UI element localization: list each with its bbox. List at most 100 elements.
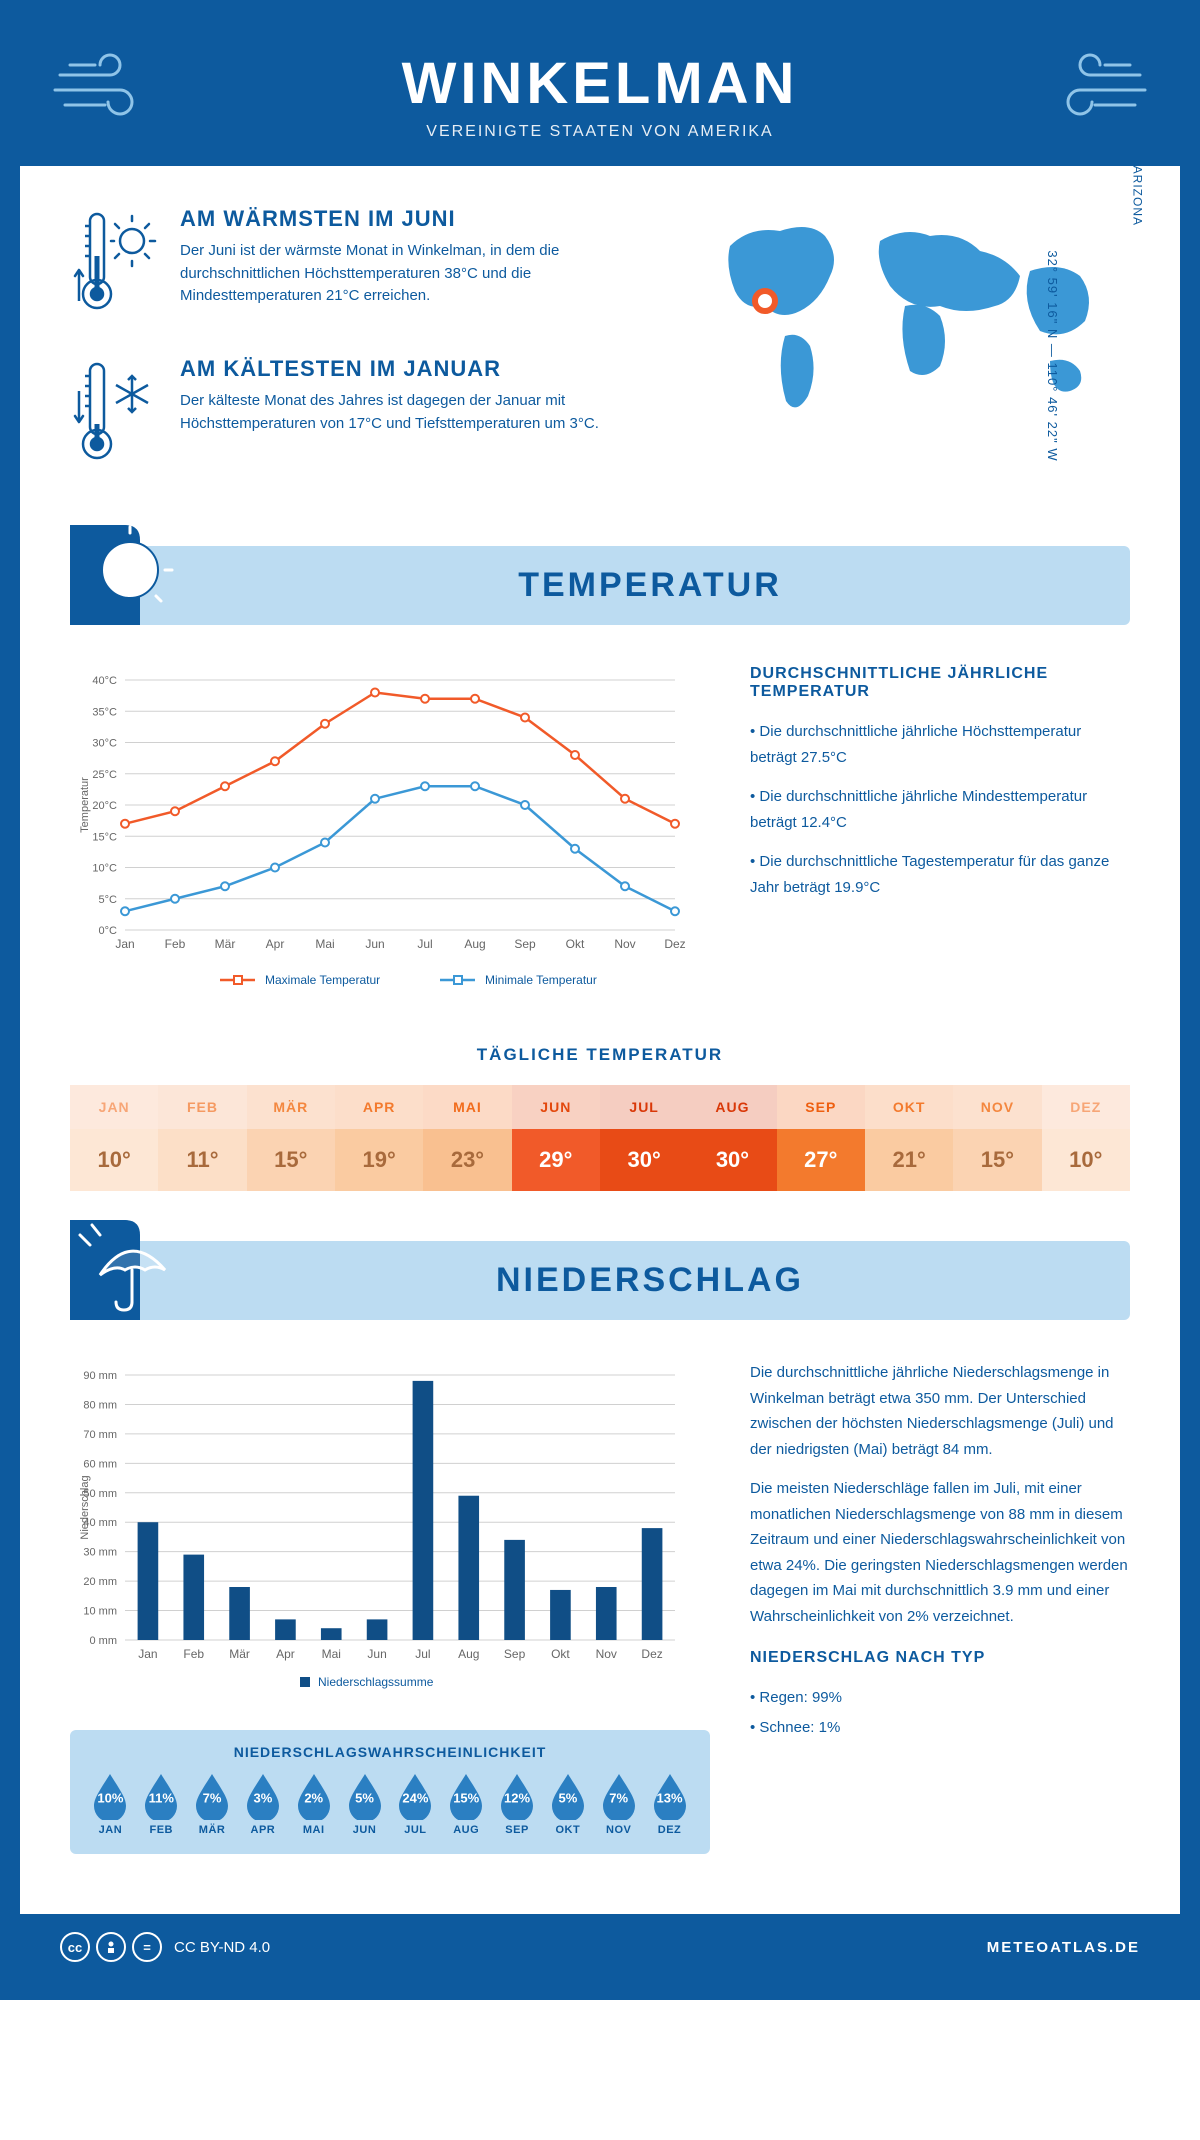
svg-text:Maximale Temperatur: Maximale Temperatur — [265, 973, 380, 987]
svg-text:70 mm: 70 mm — [83, 1429, 117, 1441]
daily-temp-title: TÄGLICHE TEMPERATUR — [70, 1045, 1130, 1065]
svg-text:10 mm: 10 mm — [83, 1606, 117, 1618]
svg-text:30°C: 30°C — [92, 738, 117, 750]
temp-bullet: • Die durchschnittliche jährliche Mindes… — [750, 784, 1130, 835]
svg-text:Jul: Jul — [415, 1647, 430, 1661]
temp-cell: SEP 27° — [777, 1085, 865, 1191]
temp-cell: APR 19° — [335, 1085, 423, 1191]
section-title: NIEDERSCHLAG — [200, 1261, 1100, 1300]
precipitation-banner: NIEDERSCHLAG — [70, 1241, 1130, 1320]
raindrop-icon: 12% — [497, 1772, 537, 1820]
svg-text:10°C: 10°C — [92, 863, 117, 875]
cold-title: AM KÄLTESTEN IM JANUAR — [180, 356, 650, 382]
svg-text:30 mm: 30 mm — [83, 1547, 117, 1559]
svg-text:0 mm: 0 mm — [90, 1635, 118, 1647]
raindrop-icon: 7% — [192, 1772, 232, 1820]
temp-bullet: • Die durchschnittliche Tagestemperatur … — [750, 849, 1130, 900]
wind-icon — [50, 50, 160, 130]
svg-text:20 mm: 20 mm — [83, 1576, 117, 1588]
raindrop-icon: 5% — [345, 1772, 385, 1820]
raindrop-icon: 11% — [141, 1772, 181, 1820]
page-header: WINKELMAN VEREINIGTE STAATEN VON AMERIKA — [20, 20, 1180, 166]
svg-text:Aug: Aug — [458, 1647, 479, 1661]
prob-cell: 7% MÄR — [190, 1772, 235, 1836]
cc-icons: cc = — [60, 1932, 162, 1962]
umbrella-icon — [70, 1220, 190, 1320]
prob-cell: 3% APR — [240, 1772, 285, 1836]
precip-para: Die durchschnittliche jährliche Niedersc… — [750, 1360, 1130, 1462]
svg-text:Feb: Feb — [165, 937, 186, 951]
prob-cell: 10% JAN — [88, 1772, 133, 1836]
cold-text: Der kälteste Monat des Jahres ist dagege… — [180, 390, 650, 435]
prob-cell: 5% JUN — [342, 1772, 387, 1836]
svg-text:80 mm: 80 mm — [83, 1399, 117, 1411]
svg-text:40°C: 40°C — [92, 675, 117, 687]
raindrop-icon: 10% — [90, 1772, 130, 1820]
prob-cell: 12% SEP — [495, 1772, 540, 1836]
precip-type-bullet: • Regen: 99% — [750, 1685, 1130, 1711]
warm-text: Der Juni ist der wärmste Monat in Winkel… — [180, 240, 650, 308]
svg-text:Dez: Dez — [664, 937, 685, 951]
temp-cell: NOV 15° — [953, 1085, 1041, 1191]
svg-text:90 mm: 90 mm — [83, 1370, 117, 1382]
svg-text:Jun: Jun — [367, 1647, 386, 1661]
precipitation-bar-chart: 0 mm10 mm20 mm30 mm40 mm50 mm60 mm70 mm8… — [70, 1360, 690, 1700]
temp-cell: MAI 23° — [423, 1085, 511, 1191]
daily-temp-grid: JAN 10° FEB 11° MÄR 15° APR 19° MAI 23° … — [70, 1085, 1130, 1191]
svg-text:Sep: Sep — [514, 937, 536, 951]
svg-text:Temperatur: Temperatur — [79, 777, 91, 833]
temp-cell: JUN 29° — [512, 1085, 600, 1191]
warm-fact: AM WÄRMSTEN IM JUNI Der Juni ist der wär… — [70, 206, 650, 321]
thermometer-sun-icon — [70, 206, 160, 316]
wind-icon — [1040, 50, 1150, 130]
cc-icon: cc — [60, 1932, 90, 1962]
nd-icon: = — [132, 1932, 162, 1962]
svg-text:Mai: Mai — [315, 937, 334, 951]
raindrop-icon: 7% — [599, 1772, 639, 1820]
svg-text:Mai: Mai — [322, 1647, 341, 1661]
prob-cell: 13% DEZ — [647, 1772, 692, 1836]
svg-text:Mär: Mär — [229, 1647, 250, 1661]
temperature-banner: TEMPERATUR — [70, 546, 1130, 625]
svg-text:25°C: 25°C — [92, 769, 117, 781]
raindrop-icon: 2% — [294, 1772, 334, 1820]
precip-type-title: NIEDERSCHLAG NACH TYP — [750, 1649, 1130, 1667]
raindrop-icon: 13% — [650, 1772, 690, 1820]
temp-cell: AUG 30° — [688, 1085, 776, 1191]
prob-cell: 7% NOV — [596, 1772, 641, 1836]
temp-cell: JUL 30° — [600, 1085, 688, 1191]
sun-icon — [70, 525, 190, 625]
thermometer-snow-icon — [70, 356, 160, 466]
raindrop-icon: 3% — [243, 1772, 283, 1820]
svg-text:Apr: Apr — [276, 1647, 295, 1661]
raindrop-icon: 5% — [548, 1772, 588, 1820]
svg-text:Minimale Temperatur: Minimale Temperatur — [485, 973, 597, 987]
svg-text:Niederschlagssumme: Niederschlagssumme — [318, 1675, 434, 1689]
svg-text:Apr: Apr — [266, 937, 285, 951]
world-map — [690, 206, 1130, 426]
cold-fact: AM KÄLTESTEN IM JANUAR Der kälteste Mona… — [70, 356, 650, 471]
raindrop-icon: 15% — [446, 1772, 486, 1820]
svg-text:60 mm: 60 mm — [83, 1458, 117, 1470]
prob-title: NIEDERSCHLAGSWAHRSCHEINLICHKEIT — [88, 1744, 692, 1760]
site-name: METEOATLAS.DE — [987, 1939, 1140, 1956]
raindrop-icon: 24% — [395, 1772, 435, 1820]
coordinates: 32° 59' 16" N — 110° 46' 22" W — [1045, 250, 1060, 461]
precipitation-probability-box: NIEDERSCHLAGSWAHRSCHEINLICHKEIT 10% JAN … — [70, 1730, 710, 1854]
svg-text:Nov: Nov — [596, 1647, 617, 1661]
temperature-line-chart: 0°C5°C10°C15°C20°C25°C30°C35°C40°CJanFeb… — [70, 665, 690, 1005]
section-title: TEMPERATUR — [200, 566, 1100, 605]
temp-cell: DEZ 10° — [1042, 1085, 1130, 1191]
temp-summary-title: DURCHSCHNITTLICHE JÄHRLICHE TEMPERATUR — [750, 665, 1130, 701]
svg-text:15°C: 15°C — [92, 831, 117, 843]
svg-text:Mär: Mär — [215, 937, 236, 951]
svg-text:Aug: Aug — [464, 937, 485, 951]
license-text: CC BY-ND 4.0 — [174, 1939, 270, 1956]
prob-cell: 5% OKT — [545, 1772, 590, 1836]
svg-text:Jul: Jul — [417, 937, 432, 951]
svg-text:0°C: 0°C — [99, 925, 118, 937]
prob-cell: 2% MAI — [291, 1772, 336, 1836]
svg-text:5°C: 5°C — [99, 894, 118, 906]
temp-cell: OKT 21° — [865, 1085, 953, 1191]
svg-text:Jun: Jun — [365, 937, 384, 951]
